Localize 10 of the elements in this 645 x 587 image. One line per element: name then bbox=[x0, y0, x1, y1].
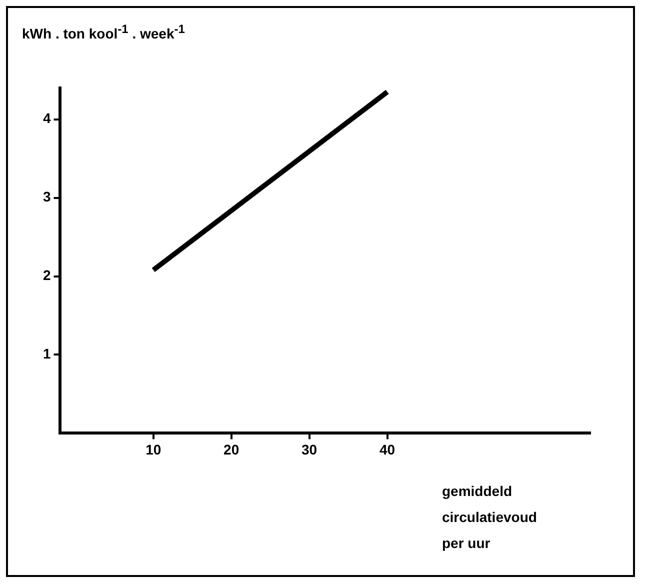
y-tick-label: 4 bbox=[42, 110, 51, 126]
x-tick-label: 10 bbox=[146, 441, 162, 458]
y-tick-label: 1 bbox=[42, 346, 51, 362]
y-tick-label: 2 bbox=[42, 267, 51, 284]
x-tick-label: 30 bbox=[302, 441, 318, 458]
y-axis-title: kWh . ton kool$^{-1}$ . week$^{-1}$ bbox=[22, 22, 185, 42]
x-axis-title: gemiddeld circulatievoud per uur bbox=[442, 482, 538, 553]
y-tick-label: 3 bbox=[42, 188, 51, 205]
x-tick-label: 40 bbox=[379, 441, 396, 458]
x-tick-label: 20 bbox=[224, 441, 240, 458]
